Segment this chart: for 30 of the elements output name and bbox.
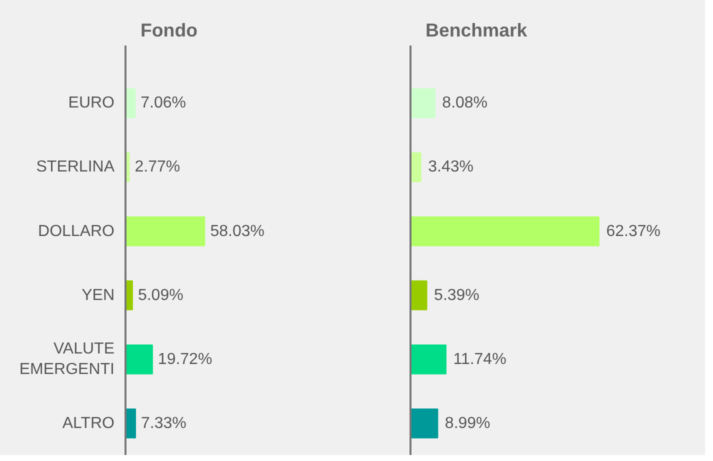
data-label: 7.33% — [141, 414, 186, 432]
bar — [126, 216, 206, 246]
bar — [410, 88, 436, 118]
y-tick-label: DOLLARO — [38, 222, 114, 240]
bar — [410, 280, 428, 310]
data-label: 5.39% — [434, 286, 480, 304]
bar — [126, 344, 153, 374]
data-label: 5.09% — [138, 286, 184, 304]
chart-title: Benchmark — [426, 20, 528, 40]
data-label: 8.08% — [442, 94, 488, 112]
y-tick-label: YEN — [82, 286, 115, 304]
data-label: 62.37% — [606, 222, 661, 240]
y-tick-label: EURO — [68, 94, 115, 112]
data-label: 19.72% — [158, 350, 212, 368]
bar — [410, 344, 446, 374]
bar — [126, 408, 136, 438]
bar — [410, 152, 422, 182]
bar — [410, 408, 438, 438]
bar — [410, 216, 600, 246]
bar — [126, 88, 136, 118]
y-tick-label: STERLINA — [36, 158, 115, 176]
data-label: 58.03% — [210, 222, 264, 240]
y-tick-label: VALUTE EMERGENTI — [19, 340, 115, 378]
data-label: 8.99% — [444, 414, 490, 432]
chart-title: Fondo — [140, 20, 198, 40]
data-label: 7.06% — [140, 94, 186, 112]
data-label: 3.43% — [428, 158, 474, 176]
data-label: 11.74% — [453, 350, 506, 368]
y-tick-label: ALTRO — [62, 414, 114, 432]
data-label: 2.77% — [134, 158, 180, 176]
